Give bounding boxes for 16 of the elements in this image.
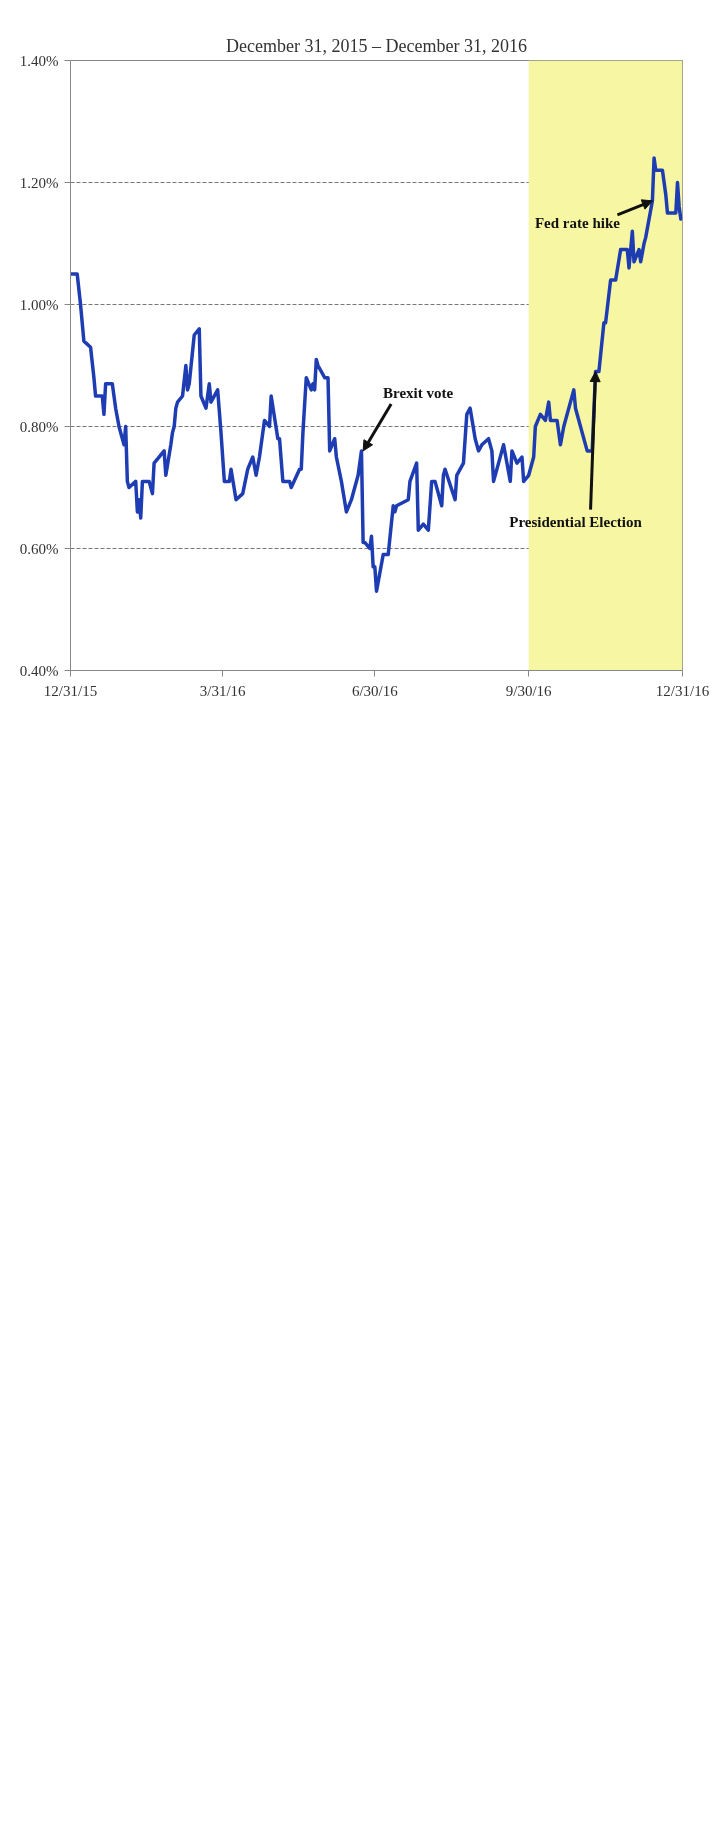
line-series <box>70 156 683 593</box>
x-tick-label: 12/31/15 <box>43 682 98 699</box>
x-tick-label: 9/30/16 <box>505 682 553 699</box>
y-tick-label: 1.20% <box>19 174 59 191</box>
annotation: Fed rate hike <box>534 214 621 231</box>
y-tick-label: 0.80% <box>19 418 59 435</box>
annotation: Presidential Election <box>509 513 643 530</box>
y-tick-label: 1.00% <box>19 296 59 313</box>
x-tick-label: 12/31/16 <box>655 682 710 699</box>
annotation: Brexit vote <box>383 384 454 401</box>
chart-title: December 31, 2015 – December 31, 2016 <box>226 35 527 56</box>
y-tick-label: 1.40% <box>19 52 59 69</box>
x-tick-label: 3/31/16 <box>199 682 247 699</box>
x-tick-label: 6/30/16 <box>351 682 399 699</box>
y-tick-label: 0.60% <box>19 540 59 557</box>
y-tick-label: 0.40% <box>19 662 59 679</box>
